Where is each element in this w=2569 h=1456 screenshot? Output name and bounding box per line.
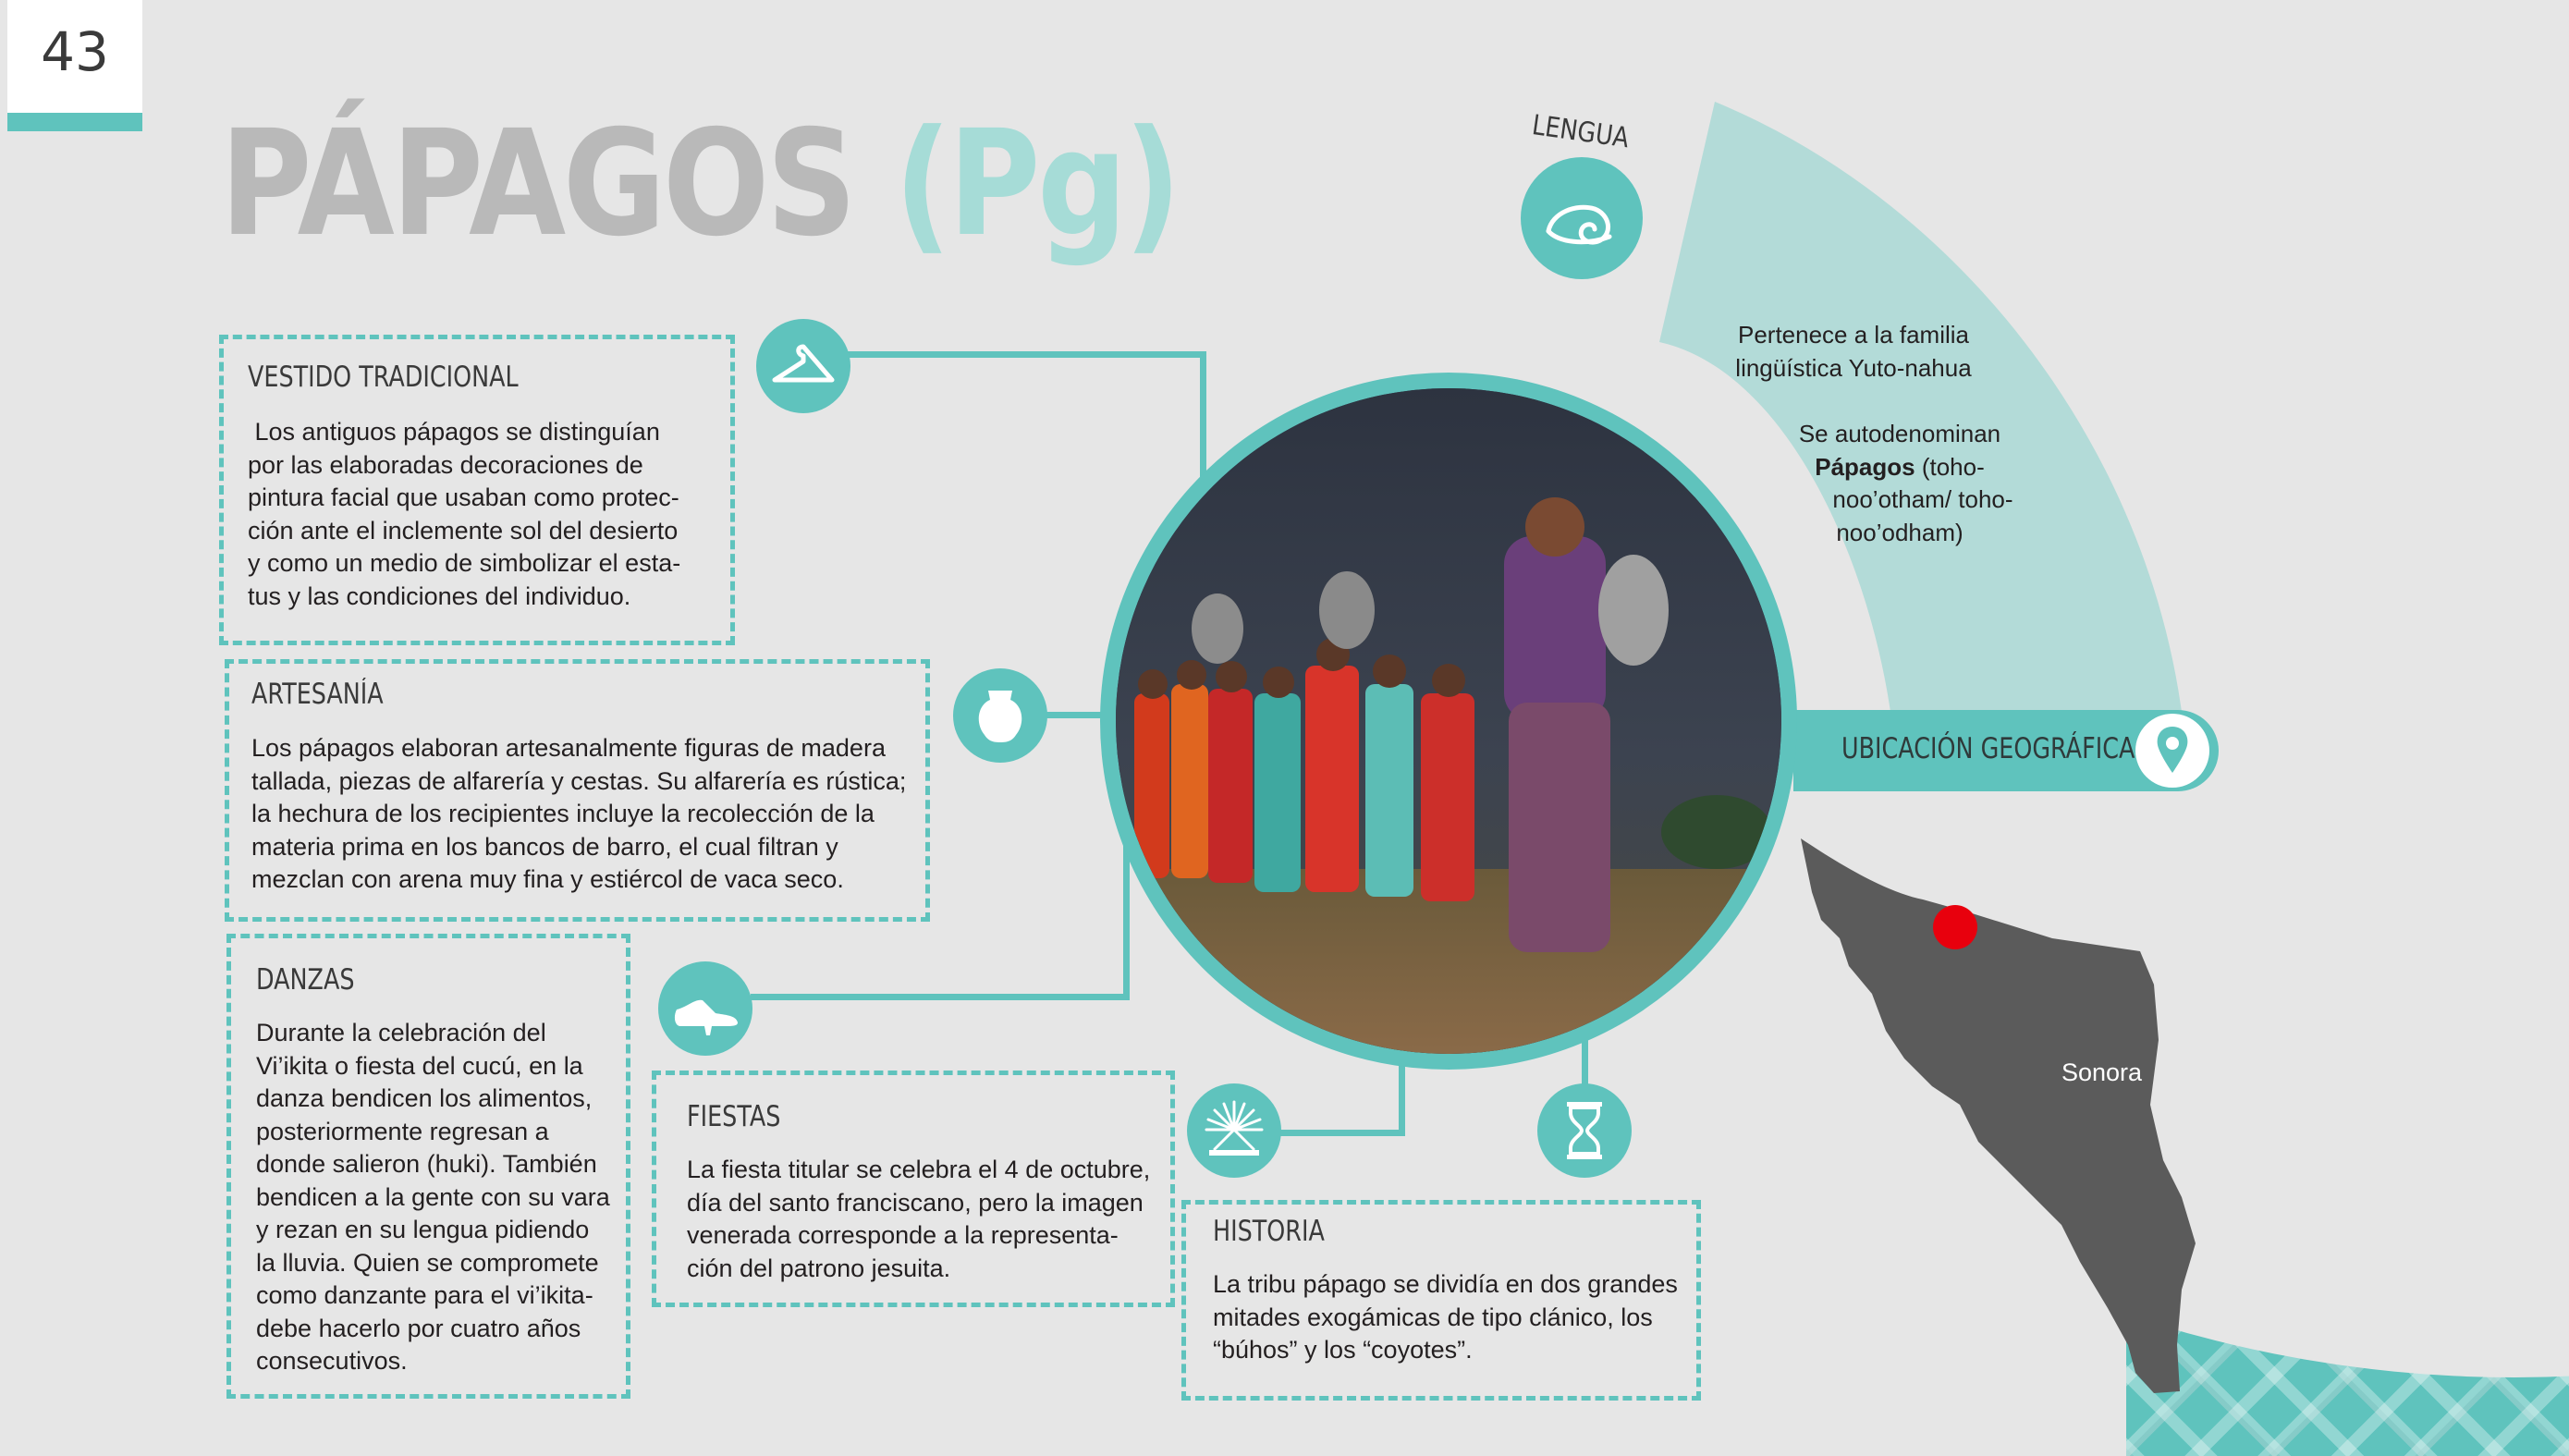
danzas-heading: DANZAS [256, 963, 355, 997]
historia-section [1181, 1200, 1701, 1401]
vestido-heading: VESTIDO TRADICIONAL [248, 361, 519, 394]
danzas-line: bendicen a la gente con su vara [256, 1182, 610, 1211]
danzas-line: danza bendicen los alimentos, [256, 1084, 593, 1112]
state-label: Sonora [2061, 1058, 2143, 1086]
location-marker [1933, 905, 1977, 949]
danzas-icon-circle [658, 961, 752, 1056]
sonora-map [1801, 838, 2196, 1393]
artesania-line: mezclan con arena muy fina y estiércol d… [251, 865, 844, 893]
artesania-icon-circle [953, 668, 1047, 763]
vestido-line: ción ante el inclemente sol del desierto [248, 516, 679, 544]
connector-line [1200, 351, 1206, 490]
danzas-section [226, 934, 630, 1399]
connector-line [841, 351, 1206, 358]
historia-line: La tribu pápago se dividía en dos grande… [1213, 1270, 1678, 1298]
artesania-section [225, 659, 930, 922]
hanger-icon [772, 344, 835, 383]
lengua-name-rest: (toho- [1915, 452, 1985, 481]
location-pin-icon [2157, 727, 2188, 773]
fireworks-icon [1205, 1100, 1264, 1156]
danzas-line: donde salieron (huki). También [256, 1150, 597, 1178]
danzas-line: Vi’ikita o fiesta del cucú, en la [256, 1051, 583, 1080]
artesania-line: tallada, piezas de alfarería y cestas. S… [251, 766, 907, 795]
historia-text: La tribu pápago se dividía en dos grande… [1213, 1268, 1694, 1367]
vestido-section [219, 335, 735, 645]
vestido-line: tus y las condiciones del individuo. [248, 581, 631, 610]
fiestas-section [652, 1071, 1175, 1307]
fiestas-icon-circle [1187, 1083, 1281, 1178]
lengua-autodenominacion: Se autodenominan Pápagos (toho- noo’otha… [1738, 418, 2061, 549]
lengua-line-3: Se autodenominan [1798, 420, 2001, 447]
lengua-name-bold: Pápagos [1815, 452, 1915, 481]
vestido-line: y como un medio de simbolizar el esta- [248, 549, 681, 577]
lengua-line-1: Pertenece a la familia [1737, 321, 1970, 349]
dance-photo [1116, 388, 1781, 1054]
danzas-line: la lluvia. Quien se compromete [256, 1248, 599, 1277]
vestido-line: pintura facial que usaban como protec- [248, 483, 679, 511]
connector-line [1045, 712, 1119, 718]
lengua-line-4: Pápagos (toho- [1738, 451, 2061, 484]
historia-line: “búhos” y los “coyotes”. [1213, 1336, 1473, 1364]
title-main: PÁPAGOS [220, 99, 857, 269]
page-number-bar [7, 113, 142, 131]
pottery-icon [978, 691, 1022, 742]
historia-icon-circle [1537, 1083, 1632, 1178]
page-number-box [7, 0, 142, 116]
danzas-line: y rezan en su lengua pidiendo [256, 1216, 590, 1243]
lengua-family: Pertenece a la familia lingüística Yuto-… [1682, 319, 2025, 385]
fiestas-line: ción del patrono jesuita. [687, 1254, 951, 1282]
fiestas-text: La fiesta titular se celebra el 4 de oct… [687, 1154, 1168, 1285]
connector-line [1276, 1130, 1405, 1136]
danzas-line: como danzante para el vi’ikita- [256, 1281, 593, 1309]
lengua-fan-shape [1659, 102, 2182, 712]
danzas-line: debe hacerlo por cuatro años [256, 1314, 581, 1342]
connector-line [1582, 1035, 1588, 1091]
ubicacion-icon-circle [2135, 714, 2209, 788]
artesania-line: la hechura de los recipientes incluye la… [251, 800, 875, 827]
vestido-line: por las elaboradas decoraciones de [248, 450, 643, 479]
title-code: (Pg) [894, 99, 1181, 269]
danzas-line: posteriormente regresan a [256, 1117, 549, 1145]
historia-line: mitades exogámicas de tipo clánico, los [1213, 1303, 1653, 1331]
lengua-line-2: lingüística Yuto-nahua [1735, 353, 1972, 382]
vestido-text: Los antiguos pápagos se distinguían por … [248, 416, 728, 613]
artesania-heading: ARTESANÍA [251, 678, 384, 711]
danzas-line: consecutivos. [256, 1347, 408, 1375]
fiestas-heading: FIESTAS [687, 1100, 781, 1133]
artesania-line: Los pápagos elaboran artesanalmente figu… [251, 734, 886, 762]
fiestas-line: venerada corresponde a la representa- [687, 1221, 1119, 1249]
danzas-text: Durante la celebración del Vi’ikita o fi… [256, 1017, 626, 1378]
ubicacion-label: UBICACIÓN GEOGRÁFICA [1841, 732, 2135, 765]
spiral-icon [1546, 204, 1612, 245]
connector-line [1399, 1054, 1405, 1136]
lengua-line-6: noo’odham) [1836, 518, 1963, 546]
connector-line [751, 994, 1130, 1000]
connector-line [1123, 795, 1130, 1000]
lengua-icon-circle [1521, 157, 1643, 279]
danzas-line: Durante la celebración del [256, 1019, 546, 1046]
hourglass-icon [1567, 1102, 1602, 1159]
fiestas-line: día del santo franciscano, pero la image… [687, 1188, 1144, 1217]
vestido-line: Los antiguos pápagos se distinguían [248, 418, 660, 446]
historia-heading: HISTORIA [1213, 1215, 1325, 1248]
dancers-image [1116, 388, 1781, 1054]
page-number: 43 [41, 20, 109, 83]
fiestas-line: La fiesta titular se celebra el 4 de oct… [687, 1156, 1151, 1183]
artesania-line: materia prima en los bancos de barro, el… [251, 832, 838, 861]
page-title: PÁPAGOS (Pg) [220, 111, 1181, 257]
shoe-icon [674, 999, 738, 1035]
lengua-line-5: noo’otham/ toho- [1832, 485, 2013, 513]
vestido-icon-circle [756, 319, 850, 413]
artesania-text: Los pápagos elaboran artesanalmente figu… [251, 732, 922, 897]
